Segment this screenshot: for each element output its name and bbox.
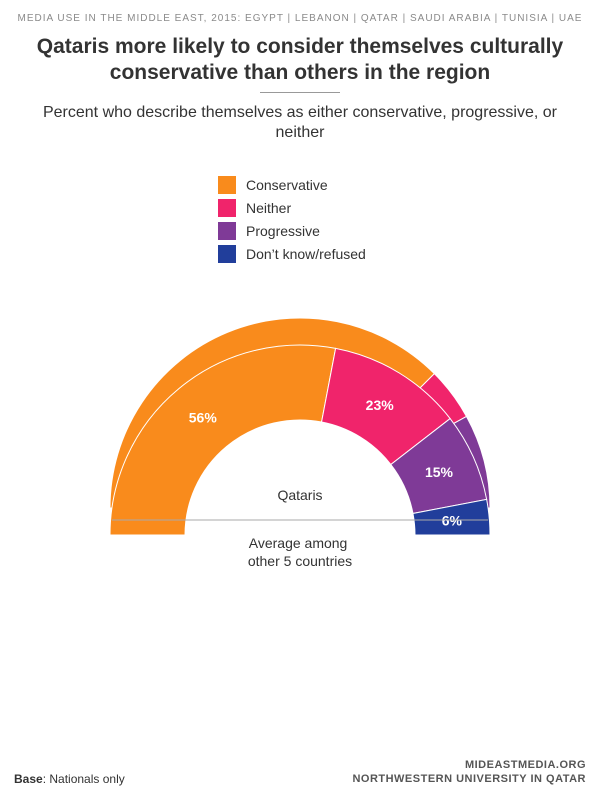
chart-title: Qataris more likely to consider themselv…: [36, 35, 564, 84]
data-label-conservative: 56%: [189, 409, 218, 425]
footer-base-text: : Nationals only: [42, 772, 125, 786]
legend-swatch: [218, 199, 236, 217]
footer-base-label: Base: [14, 772, 43, 786]
slice-conservative: [109, 344, 337, 536]
data-label-neither: 23%: [366, 397, 395, 413]
legend-swatch: [218, 222, 236, 240]
slice-dont-know: [412, 498, 491, 536]
chart-kicker: MEDIA USE IN THE MIDDLE EAST, 2015: EGYP…: [17, 13, 583, 24]
data-label-progressive: 15%: [425, 464, 454, 480]
other-countries-donut: 56% 23% 15% 6%: [109, 344, 491, 536]
legend-swatch: [218, 176, 236, 194]
footer-source-line1: MIDEASTMEDIA.ORG: [464, 759, 586, 771]
footer-base: Base: Nationals only: [14, 772, 125, 786]
legend-label: Conservative: [246, 177, 328, 193]
legend-label: Neither: [246, 200, 292, 216]
chart-subtitle: Percent who describe themselves as eithe…: [42, 104, 557, 141]
series-label-others: Average among other 5 countries: [248, 535, 352, 569]
series-label-others-line1: Average among: [249, 535, 348, 551]
legend-swatch: [218, 245, 236, 263]
data-label-dont-know: 6%: [442, 513, 463, 529]
series-label-qataris: Qataris: [277, 487, 322, 503]
legend-label: Don’t know/refused: [246, 246, 366, 262]
title-divider: [260, 92, 340, 93]
footer-source-line2: NORTHWESTERN UNIVERSITY IN QATAR: [352, 773, 586, 785]
series-label-others-line2: other 5 countries: [248, 553, 352, 569]
footer-source: MIDEASTMEDIA.ORG NORTHWESTERN UNIVERSITY…: [352, 758, 586, 786]
legend-label: Progressive: [246, 223, 320, 239]
